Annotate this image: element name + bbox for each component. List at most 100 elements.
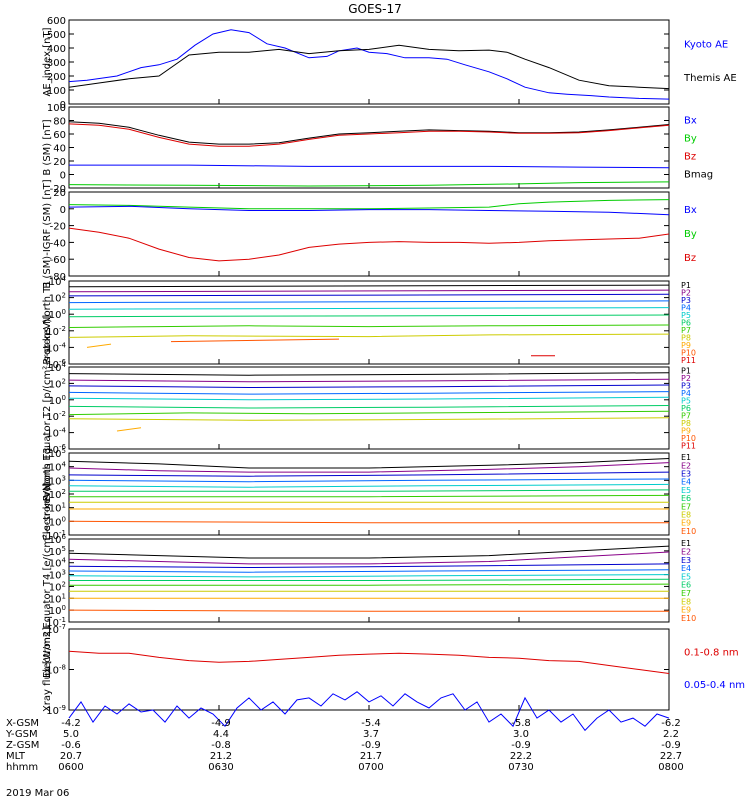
series-line-s5 <box>69 489 670 492</box>
y-tick-label: 500 <box>47 30 66 41</box>
y-tick-label: 80 <box>53 117 66 128</box>
legend-entry: P8 <box>681 334 691 343</box>
legend-entry: By <box>684 229 697 240</box>
series-line-s5 <box>68 405 670 409</box>
legend-entry: E9 <box>681 606 691 615</box>
legend-entry: P8 <box>681 419 691 428</box>
orbit-row-label: Y-GSM <box>5 729 38 740</box>
y-axis-label: AE_index [nT] <box>42 27 53 96</box>
y-tick-label: 102 <box>49 488 66 501</box>
series-line-kyoto-ae <box>68 29 670 100</box>
series-line-s8 <box>86 343 112 348</box>
legend-entry: P3 <box>681 296 691 305</box>
legend-entry: E9 <box>681 519 691 528</box>
orbit-value: 3.0 <box>513 729 529 740</box>
orbit-value: 0630 <box>208 762 233 773</box>
legend-entry: E10 <box>681 527 696 536</box>
orbit-value: -0.6 <box>61 740 81 751</box>
legend-entry: P11 <box>681 441 696 450</box>
legend-entry: E8 <box>681 597 691 606</box>
legend-entry: P4 <box>681 389 691 398</box>
series-line-s4 <box>68 574 670 578</box>
series-line-s6 <box>68 410 670 416</box>
orbit-value: 22.7 <box>660 751 682 762</box>
series-line-bx <box>68 205 670 216</box>
y-tick-label: -20 <box>50 222 66 233</box>
orbit-value: -5.8 <box>511 718 531 729</box>
legend-entry: E5 <box>681 486 691 495</box>
legend-entry: Bx <box>684 205 697 216</box>
series-line-s6 <box>68 324 670 328</box>
y-tick-label: 400 <box>47 44 66 55</box>
panel-b: 100 80 60 40 20 0 -20 B (SM) [nT] Bx By Bz Bmag <box>42 103 713 195</box>
orbit-value: -4.9 <box>211 718 231 729</box>
y-tick-label: 10-1 <box>46 529 66 542</box>
orbit-value: -6.2 <box>661 718 681 729</box>
series-line-s9 <box>68 609 669 612</box>
y-tick-label: 104 <box>49 275 67 288</box>
series-line-0-1-0-8-nm <box>68 650 670 674</box>
legend-entry: P7 <box>681 326 691 335</box>
orbit-value: 0730 <box>508 762 533 773</box>
y-tick-label: 102 <box>49 292 66 305</box>
orbit-value: -0.8 <box>211 740 231 751</box>
orbit-value: 0700 <box>358 762 383 773</box>
y-tick-label: 102 <box>49 580 66 593</box>
legend-entry: E6 <box>681 494 691 503</box>
y-tick-label: 0 <box>60 100 66 111</box>
y-tick-label: 103 <box>49 569 66 582</box>
y-tick-label: 10-8 <box>46 664 66 677</box>
orbit-value: 3.7 <box>363 729 379 740</box>
panel-frame <box>68 106 670 189</box>
legend-entry: E1 <box>681 453 691 462</box>
legend-entry: P10 <box>681 434 696 443</box>
orbit-row-label: Z-GSM <box>6 740 39 751</box>
y-tick-label: 60 <box>53 130 66 141</box>
y-tick-label: 100 <box>47 103 66 114</box>
series-line-s1 <box>68 289 670 293</box>
y-tick-label: 10-7 <box>46 623 66 636</box>
y-tick-label: 10-4 <box>46 427 66 440</box>
series-line-s1 <box>68 551 670 565</box>
legend-entry: E1 <box>681 539 691 548</box>
y-tick-label: 105 <box>49 545 66 558</box>
orbit-value: 5.0 <box>63 729 79 740</box>
y-tick-label: -80 <box>50 272 66 283</box>
y-tick-label: 105 <box>49 447 66 460</box>
legend-entry: P6 <box>681 404 691 413</box>
y-tick-label: 200 <box>47 72 66 83</box>
series-line-bz <box>68 227 670 262</box>
orbit-value: -0.9 <box>661 740 681 751</box>
series-line-s8 <box>116 427 142 432</box>
legend-entry: E2 <box>681 461 691 470</box>
y-tick-label: 101 <box>49 592 66 605</box>
y-tick-label: 20 <box>53 188 66 199</box>
y-tick-label: 106 <box>49 533 67 546</box>
legend-entry: E10 <box>681 614 696 623</box>
series-line-s2 <box>68 293 670 297</box>
y-tick-label: 100 <box>47 86 66 97</box>
y-axis-label: Electrons North T3 <box>42 447 53 540</box>
orbit-row-label: X-GSM <box>6 718 39 729</box>
legend-entry: P5 <box>681 397 691 406</box>
y-tick-label: 0 <box>60 171 66 182</box>
orbit-value: -4.2 <box>61 718 81 729</box>
y-axis-label: B (SM) [nT] <box>42 119 53 175</box>
legend-entry: P1 <box>681 367 691 376</box>
legend-entry: Bmag <box>684 170 713 181</box>
y-tick-label: -20 <box>50 184 66 195</box>
legend-entry: P7 <box>681 411 691 420</box>
y-tick-label: 0 <box>60 205 66 216</box>
legend-entry: P4 <box>681 303 691 312</box>
series-line-s4 <box>68 307 670 310</box>
legend-entry: E3 <box>681 556 691 565</box>
orbit-value: 0600 <box>58 762 83 773</box>
series-line-s0 <box>68 284 670 288</box>
orbit-table: X-GSM -4.2 -4.9 -5.4 -5.8 -6.2 Y-GSM 5.0 4.4 3.7 3… <box>5 718 684 773</box>
y-tick-label: -60 <box>50 255 66 266</box>
orbit-value: 20.7 <box>60 751 82 762</box>
y-tick-label: 102 <box>49 377 66 390</box>
